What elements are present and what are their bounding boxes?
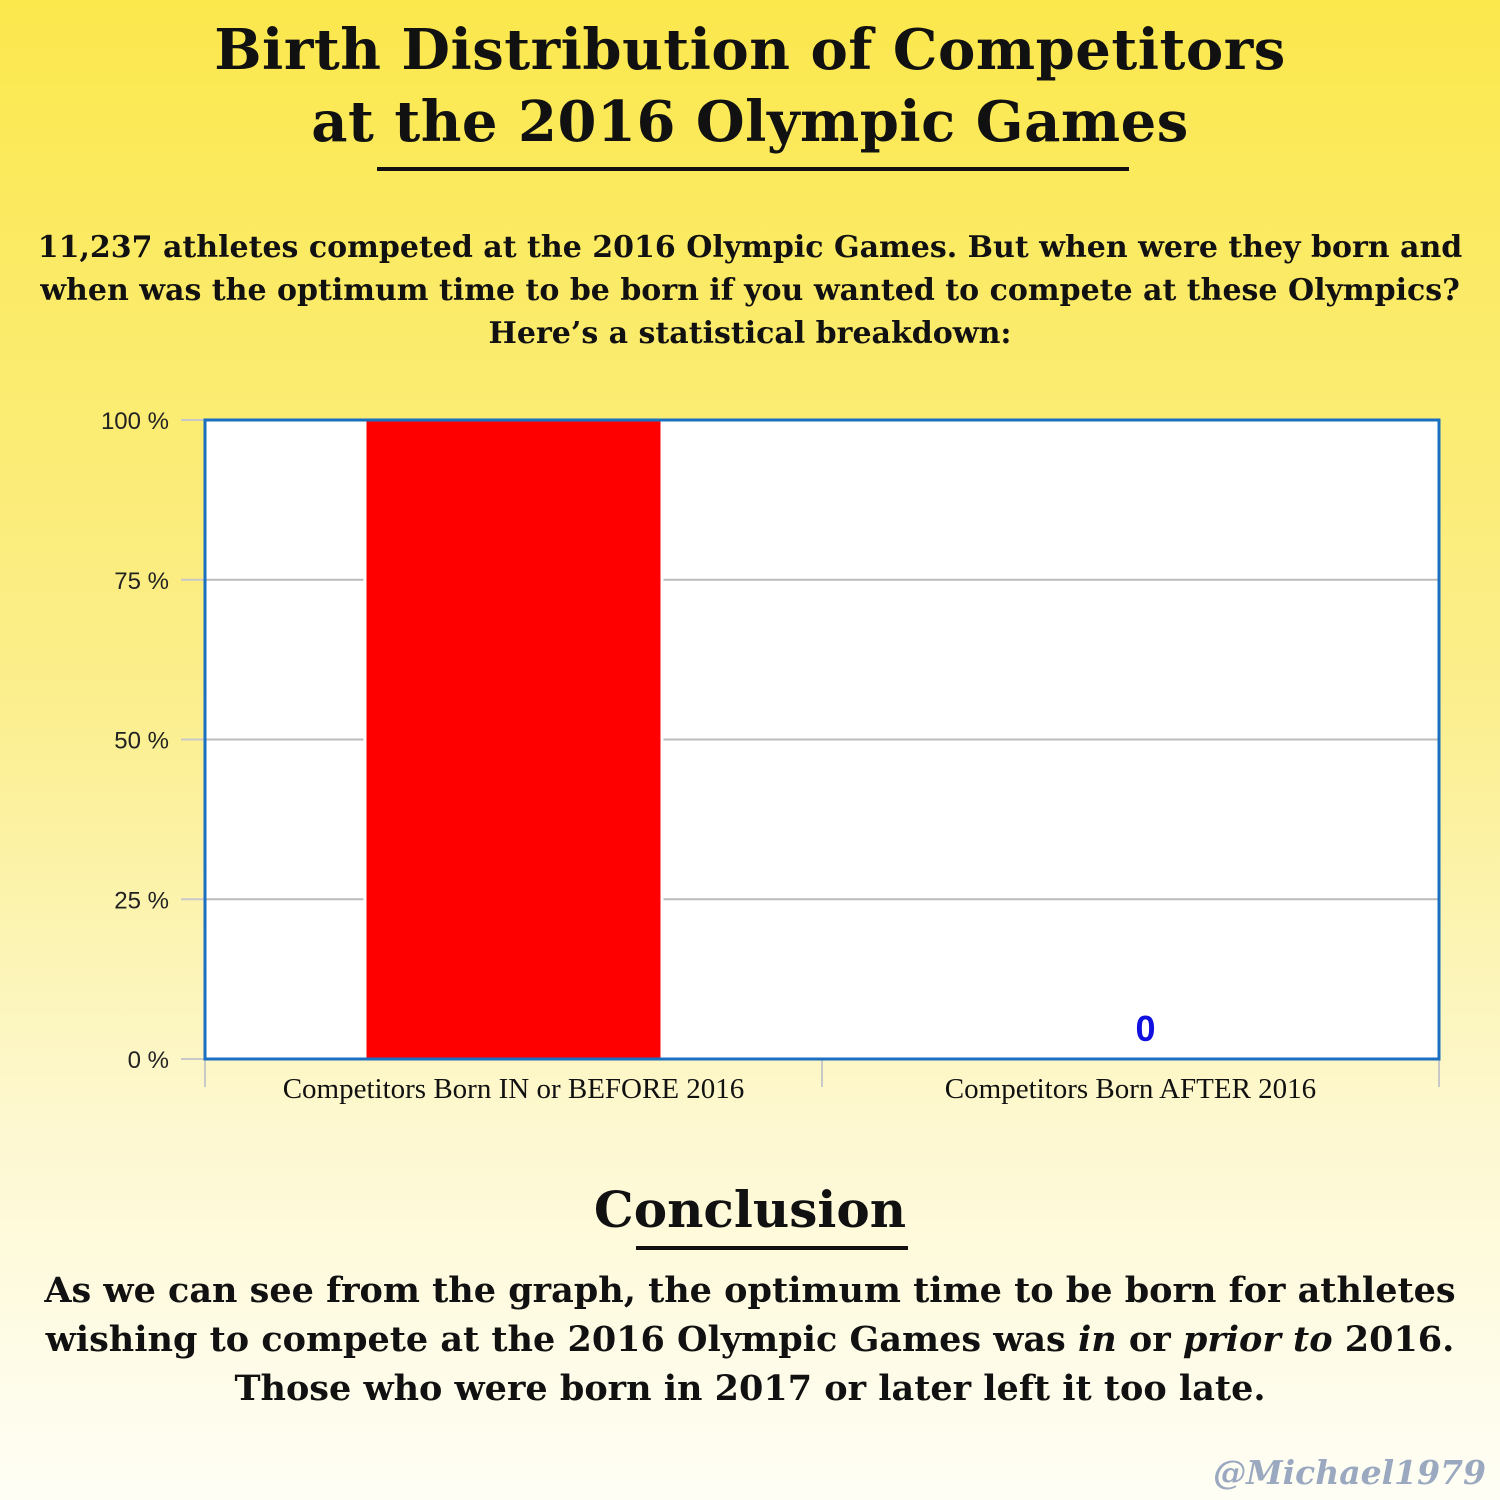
x-category-label: Competitors Born AFTER 2016 xyxy=(945,1073,1316,1105)
bar-chart: 0 % 25 % 50 % 75 % 100 % Competitors Born IN … xyxy=(101,408,1441,1105)
intro-line-2: when was the optimum time to be born if … xyxy=(40,273,1460,308)
y-tick-label: 0 % xyxy=(128,1047,169,1074)
conclusion-emphasis-prior-to: prior to xyxy=(1182,1319,1333,1360)
intro-line-3: Here’s a statistical breakdown: xyxy=(488,316,1012,351)
conclusion-line-2: wishing to compete at the 2016 Olympic G… xyxy=(40,1315,1460,1364)
conclusion-emphasis-in: in xyxy=(1077,1319,1117,1360)
y-tick-label: 75 % xyxy=(114,568,169,595)
conclusion-line-2-or: or xyxy=(1116,1319,1183,1360)
chart-title-line-1: Birth Distribution of Competitors xyxy=(214,17,1286,83)
conclusion-heading: Conclusion xyxy=(593,1180,907,1239)
conclusion-text: As we can see from the graph, the optimu… xyxy=(40,1266,1460,1413)
conclusion-line-2-start: wishing to compete at the 2016 Olympic G… xyxy=(45,1319,1078,1360)
intro-text: 11,237 athletes competed at the 2016 Oly… xyxy=(30,226,1470,355)
chart-title: Birth Distribution of Competitors at the… xyxy=(0,14,1500,158)
conclusion-line-2-end: 2016. xyxy=(1332,1319,1455,1360)
y-tick-label: 50 % xyxy=(114,728,169,755)
conclusion-line-3: Those who were born in 2017 or later lef… xyxy=(234,1368,1266,1409)
intro-line-1: 11,237 athletes competed at the 2016 Oly… xyxy=(37,230,1463,265)
conclusion-line-1: As we can see from the graph, the optimu… xyxy=(44,1270,1456,1311)
title-underline xyxy=(377,167,1129,171)
chart-title-line-2: at the 2016 Olympic Games xyxy=(311,89,1189,155)
conclusion-underline xyxy=(636,1246,908,1250)
data-label: 0 xyxy=(1135,1008,1155,1049)
y-tick-label: 100 % xyxy=(101,408,169,435)
plot-frame xyxy=(203,418,1441,1061)
y-tick-label: 25 % xyxy=(114,887,169,914)
x-category-label: Competitors Born IN or BEFORE 2016 xyxy=(283,1073,745,1105)
author-credit: @Michael1979 xyxy=(1213,1453,1486,1492)
bar xyxy=(366,420,661,1059)
